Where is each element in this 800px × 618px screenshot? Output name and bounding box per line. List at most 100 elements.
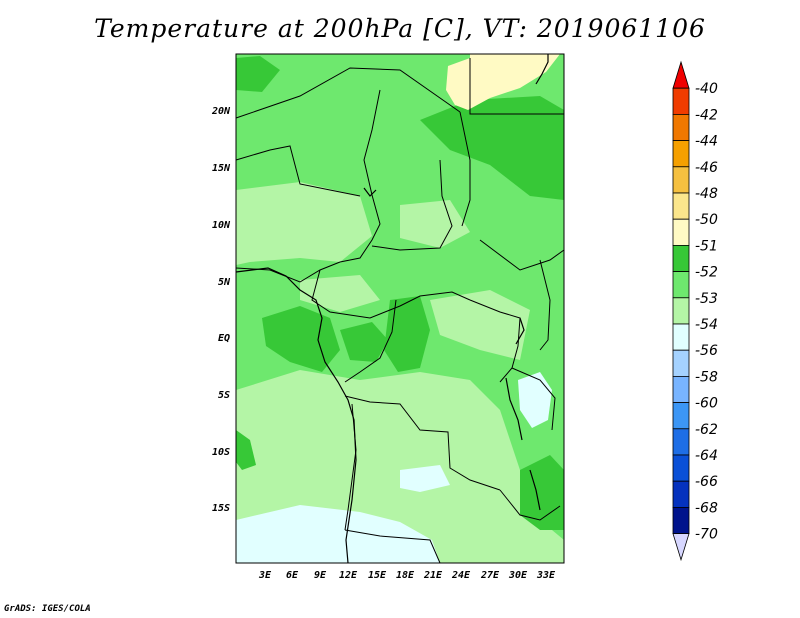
border-kenya — [539, 259, 551, 351]
lon-label: 24E — [451, 570, 471, 581]
colorbar-label: -62 — [695, 422, 718, 438]
colorbar-label: -70 — [695, 527, 718, 543]
lake-malawi — [529, 469, 541, 511]
map-frame — [235, 53, 565, 564]
colorbar-swatch — [672, 218, 690, 246]
border-tanzania — [511, 367, 556, 431]
field-56-southwest — [236, 505, 440, 563]
country-borders — [235, 58, 565, 564]
border-algeria-niger — [235, 67, 461, 119]
field-52-gabon — [262, 306, 340, 372]
coastlines — [235, 54, 549, 564]
colorbar-swatch — [672, 323, 690, 351]
lat-label: 15S — [212, 503, 230, 514]
colorbar-swatch — [672, 271, 690, 299]
border-niger-chad — [339, 89, 381, 263]
colorbar-swatch — [672, 402, 690, 430]
colorbar-swatch — [672, 480, 690, 508]
lon-label: 30E — [508, 570, 528, 581]
colorbar-label: -51 — [695, 238, 718, 254]
colorbar-swatch — [672, 533, 690, 562]
colorbar-label: -54 — [695, 317, 718, 333]
colorbar-swatch — [672, 375, 690, 403]
field-54-cameroon — [300, 275, 380, 312]
field-52-drc — [384, 296, 430, 372]
lon-label: 27E — [480, 570, 500, 581]
lake-tanganyika — [505, 377, 523, 441]
lon-label: 3E — [258, 570, 272, 581]
colorbar-swatch — [672, 140, 690, 168]
colorbar-label: -48 — [695, 186, 718, 202]
field-51-egypt — [446, 54, 560, 110]
colorbar-swatch — [672, 60, 690, 89]
red-sea-coast — [535, 54, 549, 85]
map-title: Temperature at 200hPa [C], VT: 201906110… — [94, 14, 706, 43]
lake-chad — [363, 187, 377, 197]
colorbar-label: -60 — [695, 396, 718, 412]
field-52-sudan — [420, 96, 564, 200]
colorbar-swatch — [672, 454, 690, 482]
field-52-angola-coast — [236, 430, 256, 470]
border-congo-drc — [344, 299, 397, 383]
border-egypt-sudan — [469, 58, 564, 115]
field-54-chad — [400, 200, 470, 248]
lon-label: 18E — [396, 570, 415, 581]
colorbar-label: -50 — [695, 212, 718, 228]
colorbar-label: -40 — [695, 81, 718, 97]
grads-credit: GrADS: IGES/COLA — [4, 604, 91, 614]
colorbar: -40 -42 -44 -46 -48 -50 -51 -52 -53 -54 -56 -58 -60 -… — [672, 60, 718, 562]
colorbar-swatch — [672, 192, 690, 220]
lon-label: 12E — [339, 570, 358, 581]
lon-label: 9E — [314, 570, 327, 581]
lat-label: 5N — [218, 277, 231, 288]
lon-label: 33E — [536, 570, 556, 581]
colorbar-label: -64 — [695, 448, 718, 464]
colorbar-swatch — [672, 428, 690, 456]
temperature-field — [236, 54, 564, 563]
colorbar-label: -58 — [695, 369, 718, 385]
field-52-northwest — [236, 56, 280, 92]
border-namibia — [344, 529, 441, 564]
lon-label: 6E — [286, 570, 299, 581]
border-drc-east — [469, 299, 521, 383]
border-zambia-mozambique — [499, 489, 561, 521]
lake-victoria — [515, 317, 525, 345]
colorbar-label: -66 — [695, 474, 718, 490]
colorbar-swatch — [672, 114, 690, 142]
lat-label: 15N — [212, 163, 231, 174]
border-sudan-south — [479, 239, 565, 271]
colorbar-label: -42 — [695, 107, 718, 123]
border-angola-drc — [344, 395, 501, 491]
colorbar-label: -53 — [695, 291, 718, 307]
colorbar-label: -52 — [695, 265, 718, 281]
colorbar-label: -46 — [695, 160, 718, 176]
border-chad-car — [371, 159, 453, 251]
colorbar-swatch — [672, 349, 690, 377]
colorbar-label: -68 — [695, 500, 718, 516]
lat-label: 10S — [212, 447, 230, 458]
atlantic-coastline — [235, 267, 357, 564]
colorbar-label: -44 — [695, 134, 718, 150]
field-54-east — [430, 290, 530, 360]
border-niger-nigeria — [235, 145, 361, 197]
border-cameroon-south — [311, 269, 471, 319]
field-52-congo — [340, 322, 388, 362]
lat-label: 10N — [212, 220, 231, 231]
colorbar-swatch — [672, 166, 690, 194]
lat-axis: 20N 15N 10N 5N EQ 5S 10S 15S — [211, 106, 231, 514]
lon-axis: 3E 6E 9E 12E 15E 18E 21E 24E 27E 30E 33E — [258, 570, 556, 581]
field-54-west-sahel — [236, 182, 372, 265]
lon-label: 15E — [368, 570, 387, 581]
colorbar-swatch — [672, 297, 690, 325]
field-56-tanzania — [518, 372, 552, 428]
lon-label: 21E — [423, 570, 443, 581]
colorbar-label: -56 — [695, 343, 718, 359]
colorbar-swatch — [672, 87, 690, 115]
colorbar-swatch — [672, 506, 690, 534]
border-chad-sudan — [459, 111, 471, 227]
lat-label: 20N — [211, 106, 231, 117]
field-56-zambia — [400, 465, 450, 492]
colorbar-swatch — [672, 244, 690, 272]
lat-label: 5S — [218, 390, 230, 401]
